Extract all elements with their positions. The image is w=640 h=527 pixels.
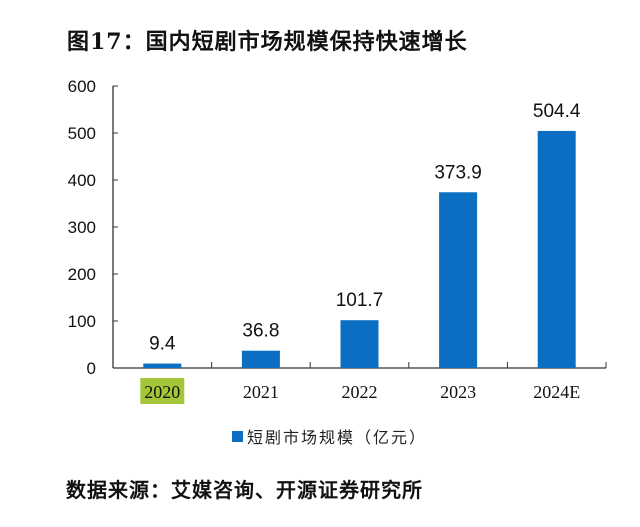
highlight-mark [140,378,185,404]
x-tick-label: 2022 [342,382,378,402]
x-tick-label: 2020 [144,382,180,402]
legend-swatch [232,431,243,442]
y-tick-label: 100 [68,312,96,331]
x-tick-label: 2021 [243,382,279,402]
x-tick-label: 2024E [533,382,580,402]
data-label: 504.4 [533,101,581,122]
y-tick-label: 500 [68,124,96,143]
source-note: 数据来源：艾媒咨询、开源证券研究所 [66,478,423,502]
y-tick-label: 300 [68,218,96,237]
y-tick-label: 400 [68,171,96,190]
bar-2024E [537,130,576,368]
legend-label: 短剧市场规模（亿元） [247,429,427,447]
bar-2022 [340,320,379,368]
y-tick-label: 0 [87,359,96,378]
bar-2021 [241,350,280,368]
y-tick-label: 200 [68,265,96,284]
x-tick-label: 2023 [440,382,476,402]
chart-title: 图17：国内短剧市场规模保持快速增长 [67,29,468,55]
data-label: 36.8 [242,321,279,342]
bar-2023 [439,192,478,368]
y-tick-label: 600 [68,77,96,96]
data-label: 373.9 [434,162,482,183]
data-label: 9.4 [149,334,176,355]
bar-2020 [143,363,182,368]
data-label: 101.7 [336,290,384,311]
